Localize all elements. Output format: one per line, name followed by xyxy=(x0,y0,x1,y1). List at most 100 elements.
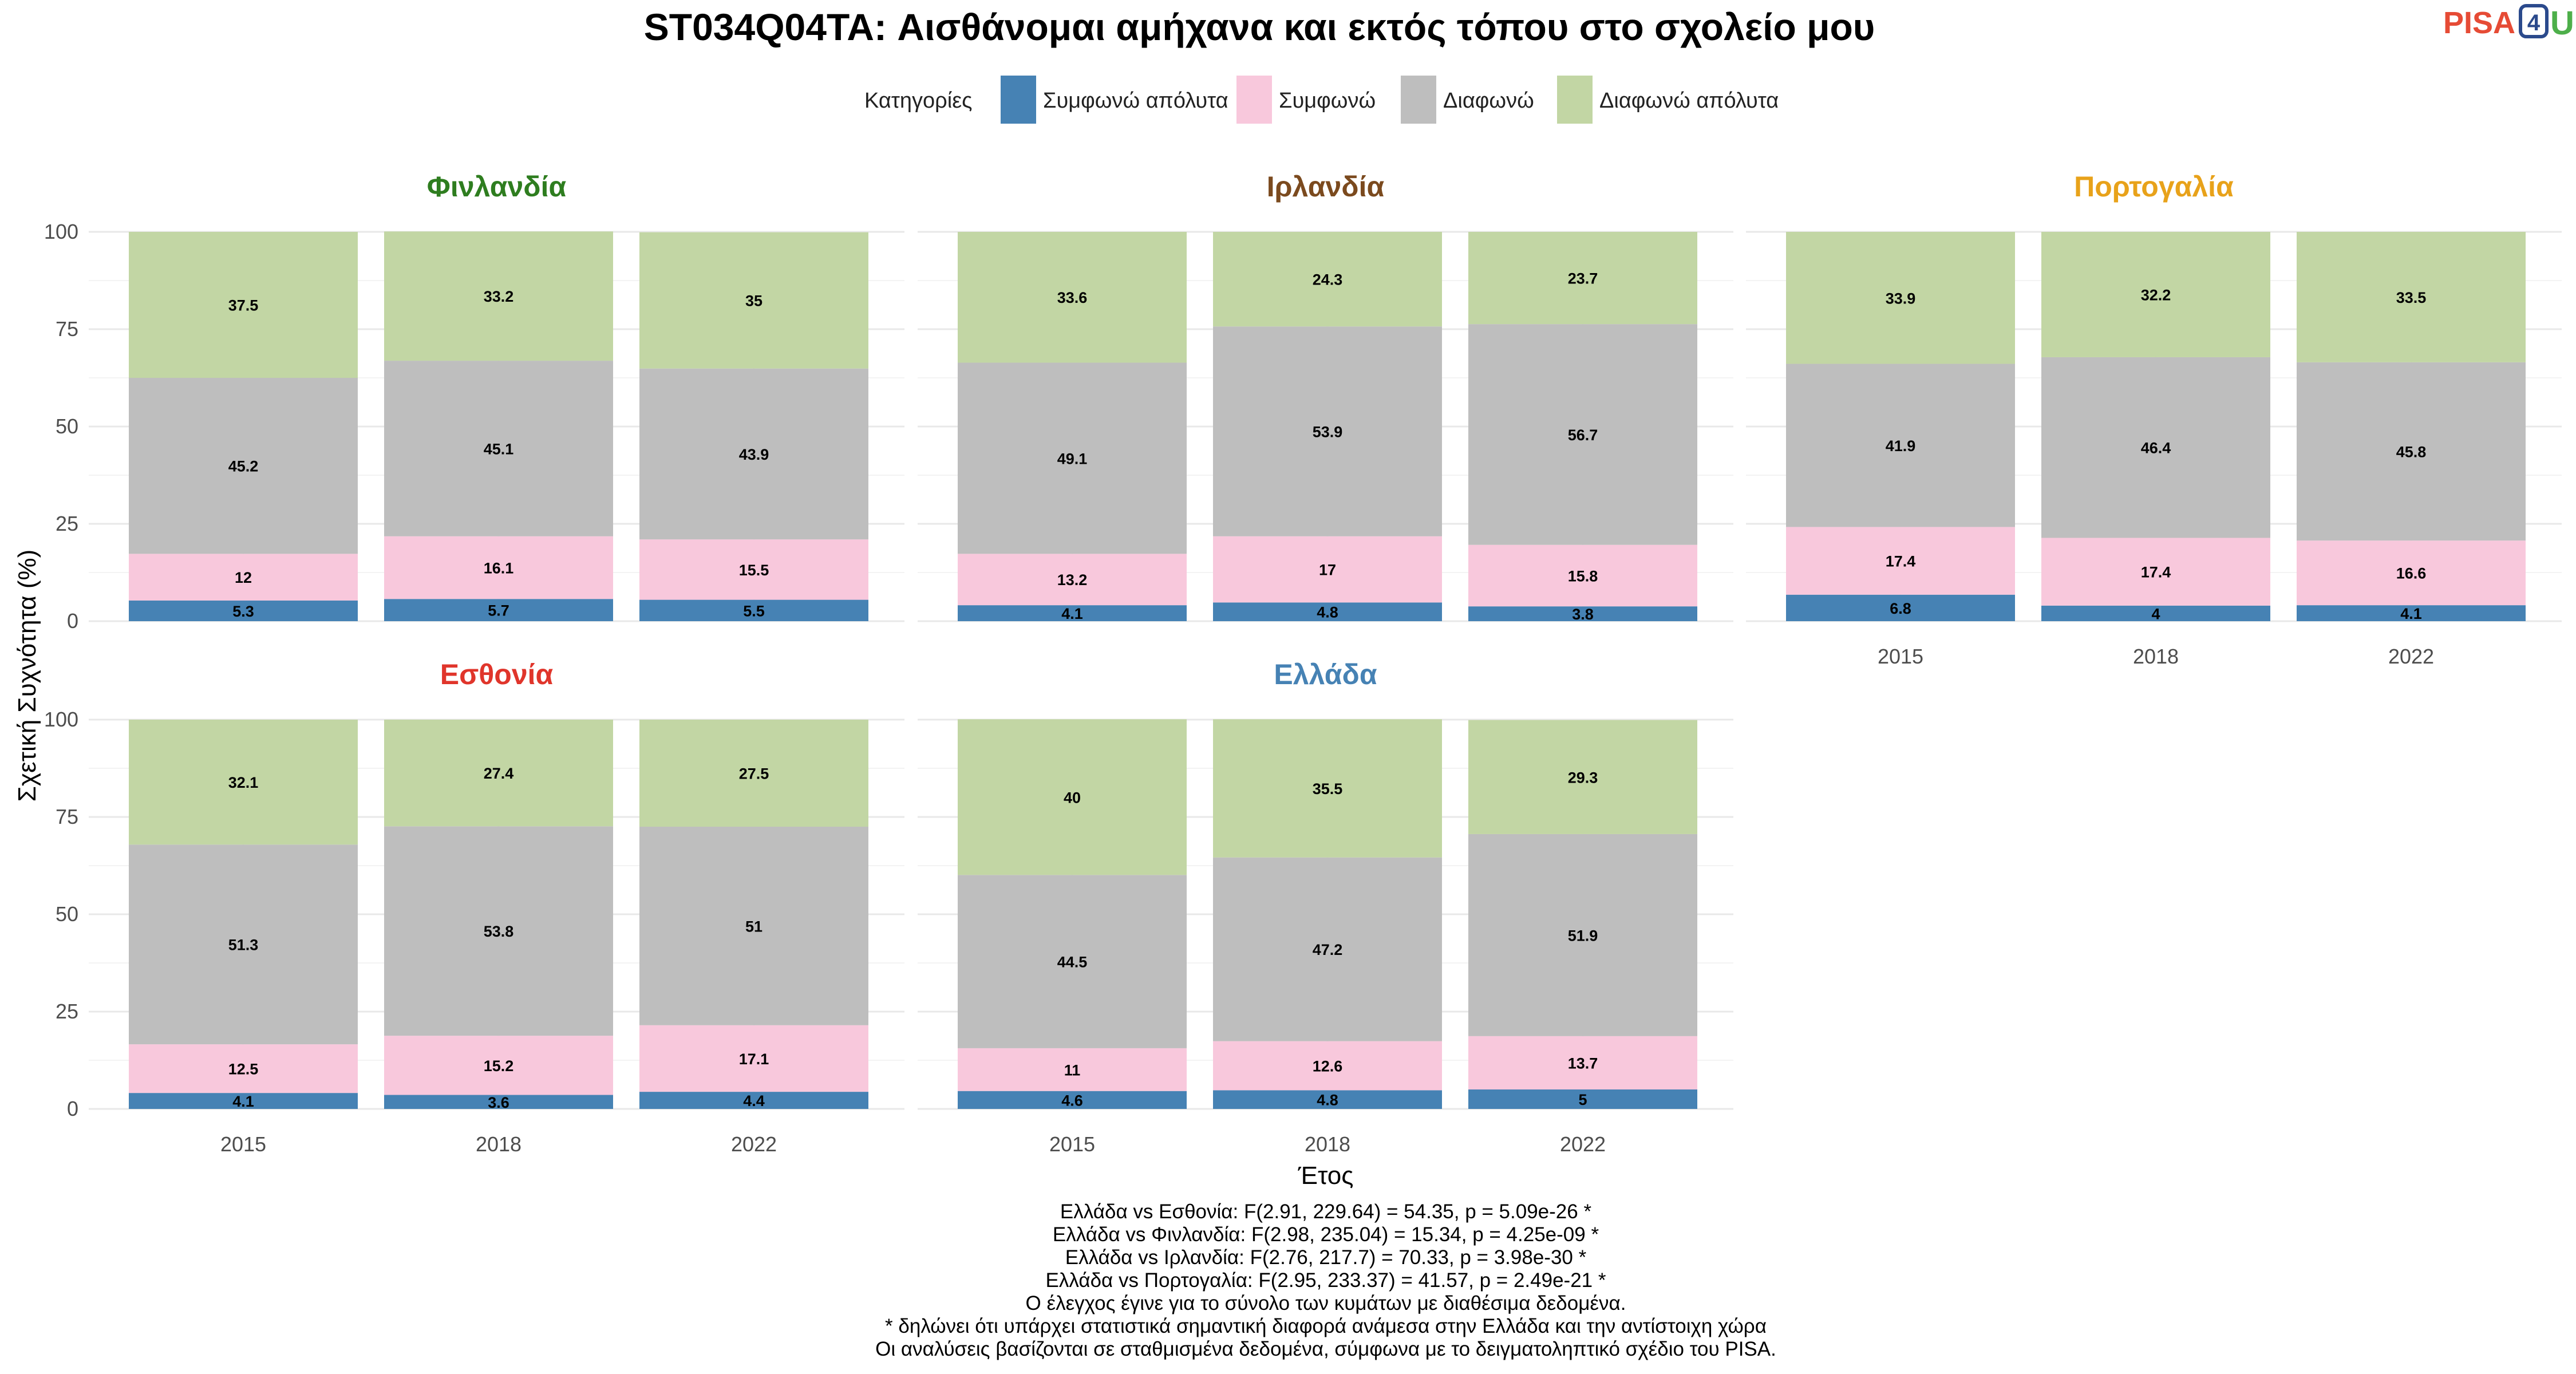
bar-value-label: 29.3 xyxy=(1568,769,1598,786)
bar-value-label: 17.4 xyxy=(2141,564,2171,581)
y-tick-label: 0 xyxy=(67,1097,78,1120)
x-tick-label: 2022 xyxy=(2388,645,2434,668)
bar-segment xyxy=(1468,606,1697,621)
bar-segment xyxy=(639,368,868,540)
facet-title-2: Πορτογαλία xyxy=(2074,171,2234,203)
bar-value-label: 17 xyxy=(1319,562,1336,579)
note-line: Οι αναλύσεις βασίζονται σε σταθμισμένα δ… xyxy=(875,1338,1776,1360)
bar-value-label: 16.1 xyxy=(484,560,514,577)
bar-segment xyxy=(384,1036,613,1095)
legend-swatch-1 xyxy=(1236,76,1272,124)
bar-segment xyxy=(1213,719,1442,858)
bar-value-label: 5.3 xyxy=(232,603,254,620)
bar-segment xyxy=(639,232,868,369)
bar-segment xyxy=(384,361,613,536)
bar-segment xyxy=(639,720,868,827)
bar-value-label: 35.5 xyxy=(1313,780,1343,797)
bar-value-label: 56.7 xyxy=(1568,427,1598,444)
bar-segment xyxy=(1468,1036,1697,1089)
bar-value-label: 15.8 xyxy=(1568,567,1598,585)
logo-u-text: U xyxy=(2550,5,2574,42)
bar-segment xyxy=(639,599,868,621)
bar-value-label: 4.4 xyxy=(743,1092,765,1110)
bar-value-label: 53.8 xyxy=(484,923,514,940)
y-tick-label: 50 xyxy=(56,902,78,926)
bar-segment xyxy=(1213,232,1442,327)
legend-label-2: Διαφωνώ xyxy=(1443,89,1534,113)
x-tick-label: 2018 xyxy=(2133,645,2179,668)
bar-value-label: 49.1 xyxy=(1057,450,1088,467)
bar-value-label: 33.6 xyxy=(1057,289,1088,306)
note-line: Ελλάδα vs Πορτογαλία: F(2.95, 233.37) = … xyxy=(1046,1269,1606,1292)
statistical-notes: Ελλάδα vs Εσθονία: F(2.91, 229.64) = 54.… xyxy=(875,1201,1776,1360)
facet-title-0: Φινλανδία xyxy=(427,171,567,203)
bar-segment xyxy=(129,378,358,554)
facet-grid: Φινλανδία02550751005.31245.237.55.716.14… xyxy=(44,171,2562,1156)
bar-segment xyxy=(1213,602,1442,621)
y-tick-label: 100 xyxy=(44,708,78,731)
bar-segment xyxy=(384,231,613,361)
facet-0: Φινλανδία 0 25 50 75 100 5.3 12 45.2 37.5 5.7 16.1 4… xyxy=(44,171,904,633)
bar-value-label: 53.9 xyxy=(1313,424,1343,441)
bar-segment xyxy=(1213,536,1442,603)
bar-segment xyxy=(1786,364,2015,527)
bar-value-label: 51.9 xyxy=(1568,927,1598,944)
x-tick-label: 2015 xyxy=(1049,1132,1095,1156)
legend-label-3: Διαφωνώ απόλυτα xyxy=(1599,89,1779,113)
bar-segment xyxy=(384,720,613,827)
bar-segment xyxy=(1786,232,2015,364)
bar-segment xyxy=(639,1025,868,1092)
bar-value-label: 43.9 xyxy=(739,446,769,463)
bar-value-label: 13.2 xyxy=(1057,571,1088,589)
bar-value-label: 4.1 xyxy=(232,1093,254,1110)
bar-segment xyxy=(1786,527,2015,595)
bar-value-label: 4.8 xyxy=(1317,1092,1338,1109)
bar-segment xyxy=(958,554,1187,606)
bar-segment xyxy=(129,844,358,1045)
note-line: Ο έλεγχος έγινε για το σύνολο των κυμάτω… xyxy=(1026,1292,1626,1314)
bar-value-label: 13.7 xyxy=(1568,1055,1598,1072)
bar-value-label: 5 xyxy=(1578,1091,1587,1108)
bar-segment xyxy=(1786,594,2015,621)
bar-value-label: 3.6 xyxy=(488,1094,509,1111)
note-line: Ελλάδα vs Ιρλανδία: F(2.76, 217.7) = 70.… xyxy=(1065,1246,1587,1269)
bar-value-label: 44.5 xyxy=(1057,954,1088,971)
bar-segment xyxy=(958,1048,1187,1091)
bar-value-label: 33.2 xyxy=(484,288,514,305)
bar-segment xyxy=(1468,232,1697,325)
legend-label-1: Συμφωνώ xyxy=(1279,89,1376,113)
note-line: Ελλάδα vs Εσθονία: F(2.91, 229.64) = 54.… xyxy=(1060,1201,1592,1223)
bar-segment xyxy=(2297,605,2526,621)
bar-segment xyxy=(129,554,358,601)
y-tick-label: 75 xyxy=(56,317,78,341)
facet-title-4: Ελλάδα xyxy=(1274,658,1377,690)
legend-swatch-0 xyxy=(1001,76,1036,124)
bar-value-label: 4.8 xyxy=(1317,604,1338,621)
y-tick-label: 75 xyxy=(56,805,78,828)
bar-segment xyxy=(1468,324,1697,545)
bar-segment xyxy=(2041,538,2270,606)
bar-segment xyxy=(639,1092,868,1109)
logo-box xyxy=(2519,4,2549,38)
legend: Κατηγορίες Συμφωνώ απόλυτα Συμφωνώ Διαφωνώ… xyxy=(864,76,1779,124)
bar-segment xyxy=(958,719,1187,875)
bar-segment xyxy=(2041,605,2270,621)
legend-swatch-2 xyxy=(1401,76,1436,124)
bar-value-label: 46.4 xyxy=(2141,440,2171,457)
bar-segment xyxy=(1468,1089,1697,1109)
bar-segment xyxy=(384,826,613,1036)
bar-value-label: 5.7 xyxy=(488,602,509,619)
bar-value-label: 5.5 xyxy=(743,602,765,619)
logo-pisa-text: PISA xyxy=(2443,6,2515,40)
bar-value-label: 32.1 xyxy=(228,774,259,791)
bar-segment xyxy=(129,600,358,621)
bar-segment xyxy=(129,232,358,378)
x-tick-label: 2018 xyxy=(1305,1132,1350,1156)
bar-segment xyxy=(2041,357,2270,538)
bar-value-label: 12 xyxy=(235,569,252,586)
y-tick-label: 0 xyxy=(67,609,78,633)
bar-value-label: 27.4 xyxy=(484,765,514,782)
y-tick-label: 25 xyxy=(56,512,78,535)
bar-value-label: 33.9 xyxy=(1886,290,1916,307)
